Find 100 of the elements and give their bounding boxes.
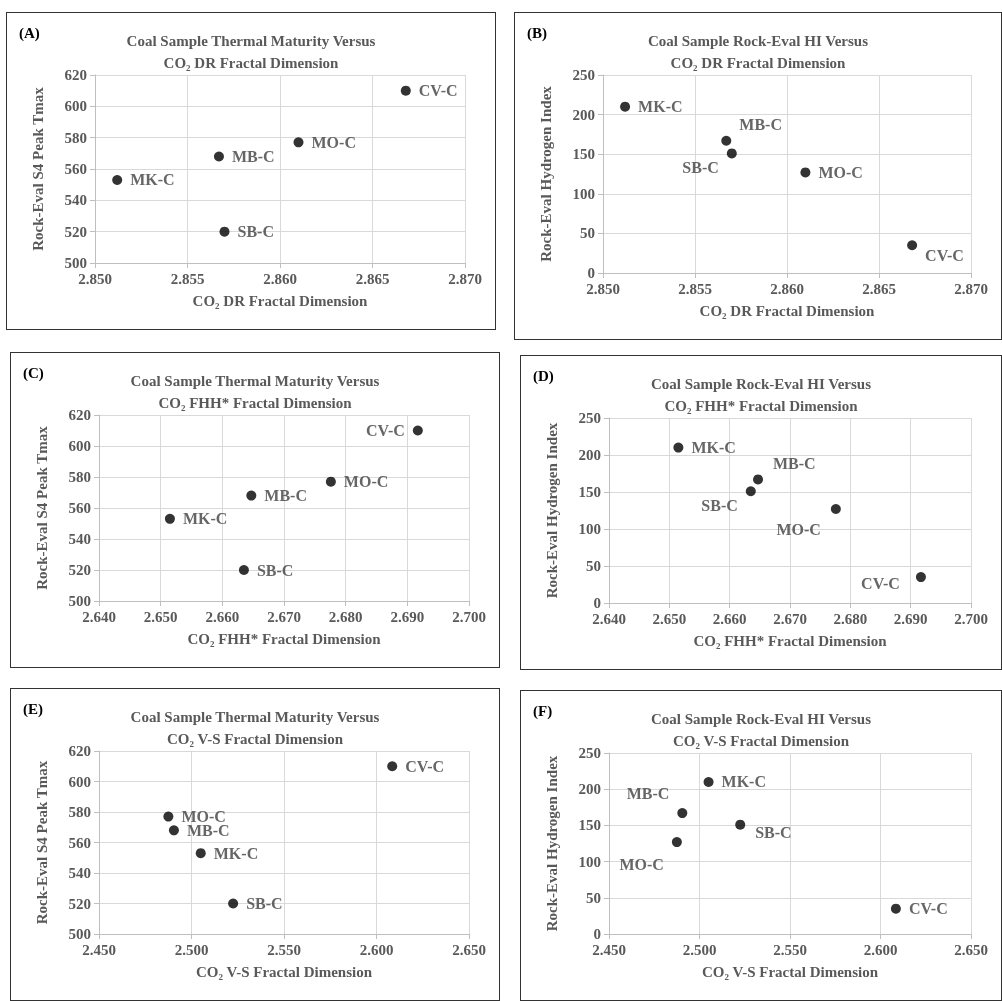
series-label: CV-C (418, 82, 458, 100)
y-tick-label: 100 (578, 521, 601, 537)
y-tick-label: 200 (578, 781, 601, 798)
y-tick-label: 200 (572, 106, 595, 123)
chart-title: Coal Sample Rock-Eval HI Versus CO₂ V-S Fractal Dimension (650, 711, 872, 749)
text: (B) (527, 24, 547, 42)
point (412, 425, 423, 436)
point (673, 442, 684, 453)
y-tick-label: 580 (68, 804, 91, 820)
y-tick-label: 250 (578, 745, 601, 761)
x-tick-label: 2.450 (82, 941, 116, 958)
y-tick-label: 150 (578, 817, 601, 834)
series-label: SB-C (682, 158, 719, 176)
x-tick-label: 2.450 (592, 941, 626, 958)
series-label: MK-C (213, 844, 259, 862)
x-tick-label: 2.660 (712, 610, 747, 627)
y-tick-label: 150 (572, 146, 595, 163)
y-tick-label: 600 (68, 438, 91, 454)
x-tick-label: 2.870 (954, 280, 988, 297)
y-tick-label: 520 (68, 895, 91, 912)
y-tick-label: 0 (587, 265, 595, 281)
point (238, 565, 249, 575)
x-tick-label: 2.640 (82, 608, 116, 625)
x-tick-label: 2.650 (652, 610, 687, 627)
x-tick-label: 2.690 (390, 608, 425, 625)
series-label: MB-C (231, 147, 275, 165)
series-label: CV-C (405, 757, 445, 775)
x-tick-label: 2.650 (954, 941, 988, 958)
series-label: SB-C (755, 824, 792, 842)
series-label: MO-C (343, 473, 389, 491)
chart-title: Coal Sample Thermal Maturity Versus CO₂ V-S Fractal Dimension (130, 709, 380, 747)
y-tick-label: 150 (578, 484, 601, 500)
chart-title: Coal Sample Rock-Eval HI Versus CO₂ DR Fractal Dimension (647, 33, 869, 71)
y-tick-label: 560 (68, 834, 91, 851)
point (830, 504, 841, 515)
y-tick-label: 540 (68, 531, 91, 547)
y-tick-label: 200 (578, 447, 601, 463)
x-axis-title: CO₂ V-S Fractal Dimension (701, 963, 879, 980)
x-tick-label: 2.850 (78, 270, 112, 287)
y-tick-label: 500 (64, 255, 87, 271)
x-tick-label: 2.550 (773, 941, 807, 958)
x-axis-title: CO₂ DR Fractal Dimension (192, 292, 369, 309)
x-tick-label: 2.850 (586, 280, 620, 297)
series-label: MK-C (182, 510, 228, 528)
point (907, 240, 918, 251)
x-axis-title: CO₂ FHH* Fractal Dimension (187, 630, 382, 647)
y-tick-label: 0 (593, 595, 601, 611)
series-label: MK-C (130, 171, 175, 189)
series-label: CV-C (366, 422, 405, 439)
point (228, 898, 239, 909)
x-axis-title: CO₂ V-S Fractal Dimension (195, 963, 373, 980)
x-tick-label: 2.650 (143, 608, 178, 625)
y-tick-label: 0 (593, 926, 601, 942)
point (163, 811, 174, 822)
y-tick-label: 560 (64, 161, 87, 177)
series-label: MO-C (311, 133, 356, 151)
y-tick-label: 100 (572, 185, 595, 202)
x-tick-label: 2.670 (773, 610, 807, 627)
point (800, 167, 811, 178)
series-label: MK-C (721, 773, 766, 791)
point (195, 848, 206, 859)
point (753, 474, 764, 485)
series-label: CV-C (861, 574, 900, 592)
series-label: MO-C (619, 855, 664, 873)
point (677, 808, 688, 819)
y-tick-label: 580 (64, 129, 87, 146)
point (168, 825, 179, 836)
y-tick-label: 520 (68, 562, 91, 578)
y-tick-label: 50 (586, 889, 601, 906)
x-tick-label: 2.550 (267, 941, 301, 958)
x-tick-label: 2.700 (452, 608, 486, 625)
series-label: SB-C (237, 223, 274, 241)
y-tick-label: 620 (68, 407, 91, 423)
series-label: MK-C (691, 439, 736, 457)
y-tick-label: 500 (68, 593, 91, 609)
y-tick-label: 540 (64, 192, 87, 209)
series-label: MO-C (776, 520, 821, 538)
x-tick-label: 2.860 (770, 280, 804, 297)
y-axis-title: Rock-Eval S4 Peak Tmax (33, 760, 50, 925)
x-tick-label: 2.650 (452, 941, 486, 958)
x-tick-label: 2.870 (448, 270, 482, 287)
y-tick-label: 520 (64, 223, 87, 240)
series-label: SB-C (256, 561, 294, 579)
series-label: MB-C (264, 487, 307, 505)
point (219, 226, 230, 237)
x-tick-label: 2.500 (682, 941, 717, 958)
text: (D) (533, 367, 554, 385)
y-tick-label: 50 (586, 558, 601, 574)
y-axis-title: Rock-Eval Hydrogen Index (543, 422, 560, 599)
point (745, 486, 756, 497)
point (387, 761, 398, 772)
point (726, 148, 737, 159)
y-tick-label: 580 (68, 469, 91, 485)
point (671, 837, 682, 848)
series-label: MB-C (626, 784, 670, 802)
point (915, 572, 926, 583)
x-tick-label: 2.680 (833, 610, 868, 627)
text: (C) (23, 364, 44, 382)
y-tick-label: 620 (68, 743, 91, 759)
text: (E) (23, 700, 43, 718)
